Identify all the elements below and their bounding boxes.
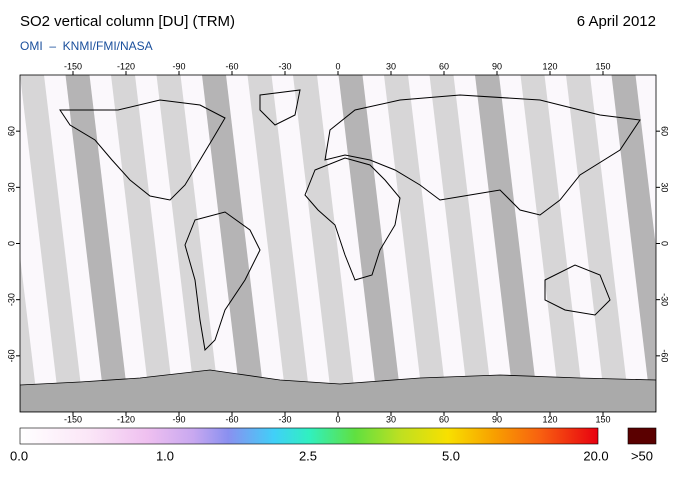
x-tick-label-bottom: 120 bbox=[542, 414, 557, 424]
x-tick-label-bottom: -90 bbox=[172, 414, 185, 424]
swath bbox=[202, 75, 266, 412]
y-tick-label-right: 30 bbox=[660, 182, 670, 192]
swath bbox=[111, 75, 175, 412]
eurasia bbox=[324, 94, 641, 216]
x-tick-label-top: -60 bbox=[225, 61, 238, 71]
x-tick-label-bottom: 30 bbox=[386, 414, 396, 424]
colorbar-overflow bbox=[627, 427, 657, 445]
axes: -150 -150 -120 -120 -90 -90 -60 -60 -30 -30 0 0 30 30… bbox=[6, 61, 669, 424]
x-tick-label-top: -150 bbox=[64, 61, 82, 71]
map bbox=[20, 75, 656, 412]
x-tick-label-top: 60 bbox=[439, 61, 449, 71]
colorbar-label: >50 bbox=[631, 448, 653, 463]
colorbar-label: 2.5 bbox=[299, 448, 317, 463]
x-tick-label-top: -90 bbox=[172, 61, 185, 71]
swath bbox=[247, 75, 312, 412]
y-tick-label-left: 60 bbox=[6, 126, 16, 136]
x-tick-label-top: 150 bbox=[595, 61, 610, 71]
south-america bbox=[184, 211, 261, 352]
colorbar-label: 0.0 bbox=[10, 448, 28, 463]
x-tick-label-top: 90 bbox=[492, 61, 502, 71]
swath bbox=[566, 75, 630, 412]
africa bbox=[304, 157, 401, 281]
colorbar-label: 1.0 bbox=[156, 448, 174, 463]
x-tick-label-bottom: -150 bbox=[64, 414, 82, 424]
swath bbox=[20, 256, 39, 412]
y-tick-label-right: 60 bbox=[660, 126, 670, 136]
australia bbox=[544, 264, 611, 316]
colorbar-labels: 0.0 1.0 2.5 5.0 20.0 >50 bbox=[10, 448, 653, 463]
y-tick-label-left: 30 bbox=[6, 182, 16, 192]
swath bbox=[611, 75, 656, 412]
y-tick-label-right: -60 bbox=[660, 349, 670, 362]
x-tick-label-bottom: -30 bbox=[278, 414, 291, 424]
north-america bbox=[59, 99, 226, 201]
x-tick-label-bottom: 0 bbox=[335, 414, 340, 424]
x-tick-label-top: -120 bbox=[117, 61, 135, 71]
swath bbox=[475, 75, 539, 412]
x-tick-label-top: 30 bbox=[386, 61, 396, 71]
x-tick-label-bottom: -120 bbox=[117, 414, 135, 424]
swath bbox=[520, 75, 585, 412]
swath bbox=[338, 75, 403, 412]
coastlines bbox=[59, 89, 641, 352]
x-tick-label-top: 120 bbox=[542, 61, 557, 71]
swath bbox=[65, 75, 130, 412]
date: 6 April 2012 bbox=[577, 13, 656, 30]
swath bbox=[429, 75, 494, 412]
y-tick-label-left: -30 bbox=[6, 293, 16, 306]
y-tick-label-left: 0 bbox=[6, 241, 16, 246]
colorbar bbox=[19, 427, 599, 445]
antarctica bbox=[20, 369, 656, 412]
y-tick-label-left: -60 bbox=[6, 349, 16, 362]
title: SO2 vertical column [DU] (TRM) bbox=[20, 13, 235, 30]
y-tick-label-right: -30 bbox=[660, 293, 670, 306]
x-tick-label-bottom: 150 bbox=[595, 414, 610, 424]
colorbar-label: 5.0 bbox=[442, 448, 460, 463]
x-tick-label-top: -30 bbox=[278, 61, 291, 71]
y-tick-label-right: 0 bbox=[660, 241, 670, 246]
greenland bbox=[259, 89, 301, 126]
swath bbox=[384, 75, 448, 412]
x-tick-label-bottom: -60 bbox=[225, 414, 238, 424]
swath bbox=[20, 75, 84, 412]
colorbar-label: 20.0 bbox=[583, 448, 608, 463]
swath bbox=[156, 75, 221, 412]
x-tick-label-bottom: 90 bbox=[492, 414, 502, 424]
x-tick-label-bottom: 60 bbox=[439, 414, 449, 424]
x-tick-label-top: 0 bbox=[335, 61, 340, 71]
orbit-swaths bbox=[20, 75, 656, 412]
source: OMI – KNMI/FMI/NASA bbox=[20, 39, 153, 53]
swath bbox=[293, 75, 357, 412]
